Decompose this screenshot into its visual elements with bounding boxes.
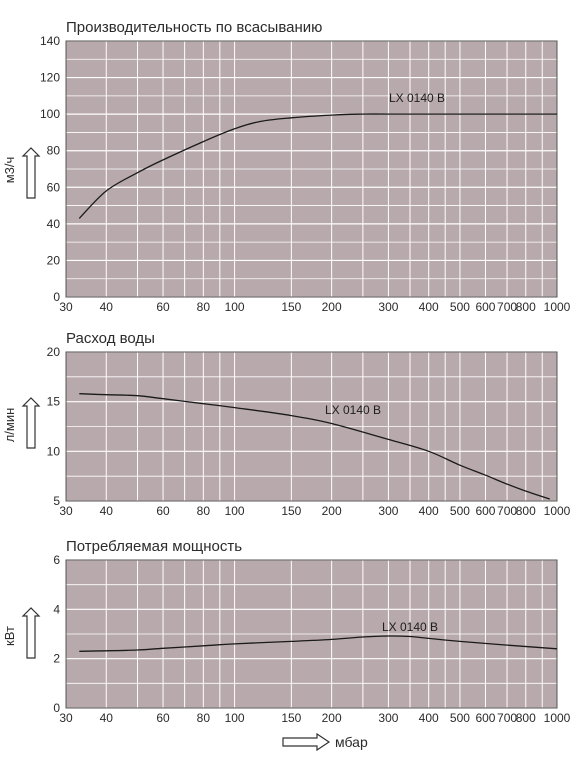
y-tick-label: 100: [40, 107, 60, 121]
x-tick-label: 30: [59, 300, 73, 314]
x-tick-label: 600: [475, 504, 495, 518]
chart-title: Потребляемая мощность: [66, 538, 242, 555]
y-tick-label: 5: [53, 494, 60, 508]
series-label: LX 0140 B: [325, 403, 381, 417]
x-tick-label: 40: [100, 504, 114, 518]
y-axis-arrow-icon: [21, 397, 41, 449]
x-tick-label: 30: [59, 711, 73, 725]
y-tick-label: 2: [53, 652, 60, 666]
x-tick-label: 500: [450, 504, 470, 518]
y-axis-arrow-icon: [21, 607, 41, 659]
x-tick-label: 700: [497, 300, 517, 314]
x-tick-label: 300: [378, 300, 398, 314]
chart-title: Расход воды: [66, 330, 155, 347]
plot-frame: [65, 351, 558, 502]
x-tick-label: 100: [225, 300, 245, 314]
x-tick-label: 150: [281, 504, 301, 518]
chart-title: Производительность по всасыванию: [66, 19, 322, 36]
y-tick-label: 120: [40, 71, 60, 85]
plot-frame: [65, 559, 558, 709]
x-tick-label: 800: [516, 504, 536, 518]
x-tick-label: 80: [197, 300, 211, 314]
x-tick-label: 200: [322, 711, 342, 725]
x-tick-label: 700: [497, 711, 517, 725]
x-tick-label: 1000: [544, 504, 571, 518]
x-tick-label: 300: [378, 711, 398, 725]
y-tick-label: 15: [47, 395, 61, 409]
x-tick-label: 400: [419, 504, 439, 518]
y-tick-label: 6: [53, 553, 60, 567]
x-tick-label: 700: [497, 504, 517, 518]
series-line: [79, 635, 558, 652]
x-tick-label: 40: [100, 711, 114, 725]
y-tick-label: 0: [53, 701, 60, 715]
x-tick-label: 200: [322, 504, 342, 518]
x-tick-label: 400: [419, 711, 439, 725]
x-tick-label: 60: [156, 711, 170, 725]
y-axis-arrow-icon: [21, 147, 41, 199]
x-tick-label: 80: [197, 504, 211, 518]
x-tick-label: 800: [516, 711, 536, 725]
plot-frame: [65, 40, 558, 298]
x-tick-label: 600: [475, 300, 495, 314]
y-tick-label: 4: [53, 602, 60, 616]
x-tick-label: 300: [378, 504, 398, 518]
series-label: LX 0140 B: [389, 91, 445, 105]
y-axis-label: м3/ч: [2, 157, 17, 184]
series-line: [78, 113, 557, 219]
x-axis-label: мбар: [335, 734, 368, 750]
x-tick-label: 60: [156, 300, 170, 314]
y-tick-label: 60: [47, 180, 61, 194]
x-tick-label: 60: [156, 504, 170, 518]
x-axis-arrow-icon: [282, 732, 331, 752]
x-tick-label: 40: [100, 300, 114, 314]
x-tick-label: 400: [419, 300, 439, 314]
x-tick-label: 1000: [544, 711, 571, 725]
x-tick-label: 800: [516, 300, 536, 314]
x-tick-label: 150: [281, 711, 301, 725]
y-tick-label: 0: [53, 290, 60, 304]
x-tick-label: 80: [197, 711, 211, 725]
y-tick-label: 20: [47, 253, 61, 267]
x-tick-label: 30: [59, 504, 73, 518]
y-tick-label: 140: [40, 34, 60, 48]
x-tick-label: 600: [475, 711, 495, 725]
y-axis-label: л/мин: [2, 408, 17, 443]
x-tick-label: 1000: [544, 300, 571, 314]
y-tick-label: 40: [47, 217, 61, 231]
x-tick-label: 200: [322, 300, 342, 314]
x-tick-label: 500: [450, 300, 470, 314]
x-tick-label: 150: [281, 300, 301, 314]
x-tick-label: 100: [225, 711, 245, 725]
series-line: [79, 393, 551, 500]
y-tick-label: 20: [47, 345, 61, 359]
y-tick-label: 80: [47, 144, 61, 158]
y-tick-label: 10: [47, 444, 61, 458]
x-tick-label: 500: [450, 711, 470, 725]
series-label: LX 0140 B: [382, 620, 438, 634]
x-tick-label: 100: [225, 504, 245, 518]
y-axis-label: кВт: [2, 626, 17, 646]
